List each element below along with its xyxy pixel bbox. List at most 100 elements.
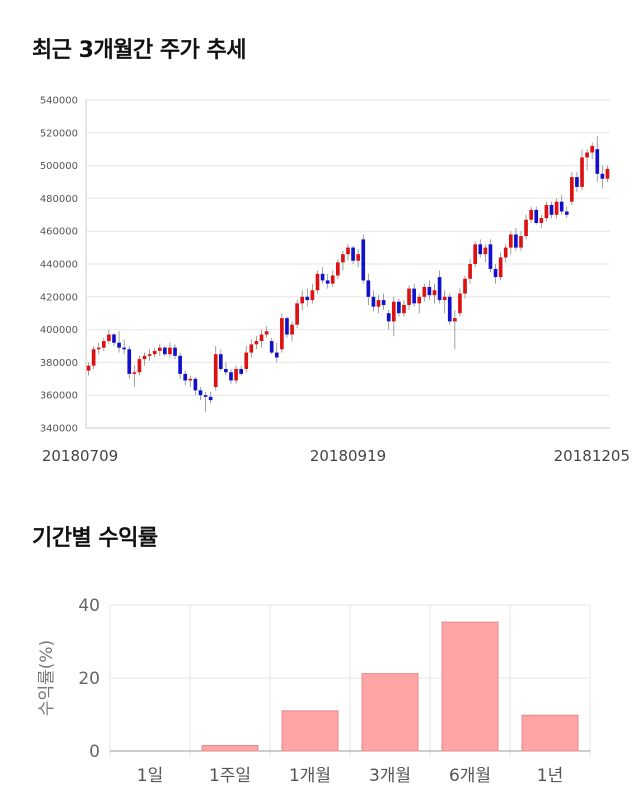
- candle: [498, 252, 503, 281]
- candle-body: [244, 352, 249, 369]
- candle: [483, 244, 488, 263]
- candle-body: [259, 334, 264, 342]
- candle-body: [295, 303, 299, 325]
- candle-body: [407, 288, 411, 305]
- candle: [371, 290, 376, 312]
- candle-body: [239, 368, 243, 374]
- candle-body: [493, 268, 498, 278]
- candle-body: [157, 347, 162, 351]
- candle: [605, 165, 610, 182]
- candle-body: [325, 280, 330, 284]
- x-tick-label: 20180709: [42, 447, 118, 465]
- candle-body: [320, 273, 325, 281]
- return-bar: [521, 714, 579, 752]
- candle-body: [447, 296, 452, 322]
- candle: [575, 172, 579, 192]
- candle: [503, 244, 508, 263]
- return-bar: [361, 673, 419, 752]
- candle-body: [468, 264, 472, 279]
- candle: [570, 172, 574, 205]
- candle: [381, 293, 386, 310]
- candle-body: [198, 390, 203, 396]
- candle: [407, 285, 411, 310]
- candle-body: [86, 365, 91, 371]
- candle-body: [280, 318, 284, 350]
- candle: [335, 259, 340, 279]
- candle: [508, 231, 513, 255]
- candle-body: [178, 355, 182, 374]
- candle-body: [310, 290, 315, 301]
- x-tick-label: 20180919: [310, 447, 386, 465]
- candle-body: [519, 236, 523, 248]
- candle: [234, 365, 238, 384]
- candle: [595, 136, 600, 182]
- candle-body: [386, 313, 391, 322]
- candle: [117, 331, 121, 353]
- candle-body: [234, 368, 238, 381]
- candle-body: [371, 296, 376, 307]
- y-tick-label: 540000: [40, 96, 78, 107]
- candle-body: [549, 204, 554, 215]
- candle: [147, 349, 152, 361]
- candle: [229, 368, 233, 384]
- returns-chart-title: 기간별 수익률: [32, 526, 158, 551]
- candle-body: [412, 288, 416, 304]
- x-tick-label: 1년: [537, 766, 563, 786]
- candle: [585, 149, 589, 171]
- candle-body: [600, 173, 605, 179]
- candle-body: [285, 318, 289, 335]
- candle: [524, 214, 528, 240]
- candle-body: [335, 262, 340, 276]
- candle-body: [554, 201, 559, 215]
- candle-body: [564, 211, 569, 215]
- candle-body: [127, 349, 132, 374]
- candle-body: [473, 244, 478, 264]
- candle: [529, 206, 533, 223]
- candle-body: [203, 395, 208, 397]
- candle-body: [183, 373, 188, 381]
- candle: [269, 337, 274, 355]
- candle-body: [585, 152, 589, 158]
- candle-body: [213, 354, 218, 387]
- candle: [422, 283, 427, 302]
- candle: [580, 149, 584, 191]
- candle-body: [503, 247, 508, 258]
- candle: [453, 309, 457, 350]
- candle: [127, 346, 132, 379]
- candle-body: [381, 300, 386, 305]
- candle-body: [188, 378, 193, 381]
- candle-body: [595, 149, 600, 174]
- candle-body: [417, 296, 422, 304]
- candle-body: [122, 347, 126, 350]
- candle: [315, 270, 320, 294]
- candle: [285, 316, 289, 338]
- candle: [86, 362, 91, 376]
- candle-body: [173, 347, 177, 356]
- candle: [168, 342, 172, 358]
- x-tick-label: 1주일: [209, 766, 251, 786]
- candle: [432, 283, 437, 304]
- y-tick-label: 520000: [40, 128, 78, 139]
- candle: [463, 275, 467, 299]
- x-tick-label: 6개월: [449, 766, 491, 786]
- candle-body: [208, 396, 213, 401]
- candle: [264, 326, 269, 338]
- candle-body: [391, 301, 396, 322]
- candle-body: [529, 209, 533, 220]
- candle: [600, 165, 605, 189]
- candle: [330, 270, 335, 287]
- candle: [412, 283, 416, 307]
- candle-body: [570, 177, 574, 202]
- return-bar: [441, 621, 499, 752]
- y-tick-label: 480000: [40, 194, 78, 205]
- candle-body: [218, 354, 223, 369]
- candle: [397, 298, 401, 317]
- candle: [386, 309, 391, 330]
- candle: [534, 206, 539, 225]
- candle: [391, 296, 396, 337]
- candle-body: [483, 247, 488, 255]
- price-chart-title: 최근 3개월간 주가 추세: [32, 38, 246, 63]
- candle: [218, 349, 223, 371]
- candle-body: [397, 301, 401, 314]
- candle: [325, 273, 330, 289]
